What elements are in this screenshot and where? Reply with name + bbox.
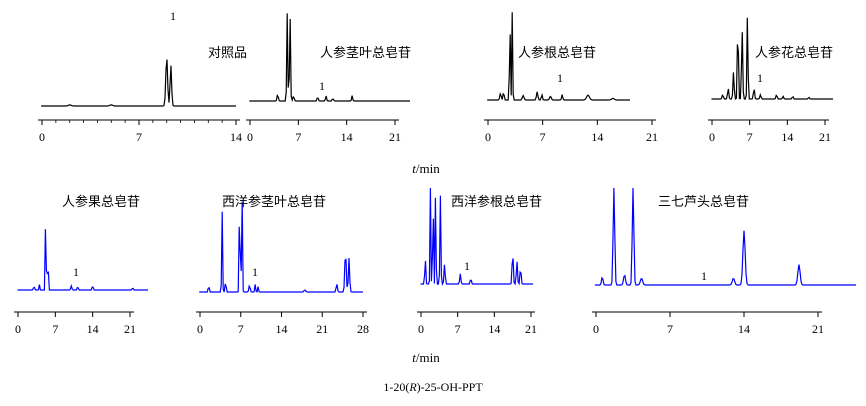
x-tick-label: 21 xyxy=(819,130,831,144)
sample-label: 西洋参茎叶总皂苷 xyxy=(222,194,326,210)
sample-label: 人参果总皂苷 xyxy=(62,194,140,210)
chromatogram-trace xyxy=(17,229,148,291)
peak-label: 1 xyxy=(557,71,563,85)
x-tick-label: 21 xyxy=(316,322,328,336)
peak-label: 1 xyxy=(73,265,79,279)
peak-label: 1 xyxy=(252,265,258,279)
x-tick-label: 7 xyxy=(295,130,301,144)
sample-label: 三七芦头总皂苷 xyxy=(658,195,749,210)
chromatogram-trace xyxy=(249,13,410,103)
peak-label: 1 xyxy=(319,79,325,93)
chromatogram-panel-2: 0 7 14 21 1 人参茎叶总皂苷 xyxy=(246,13,411,144)
chromatogram-panel-3: 0 7 14 21 1 人参根总皂苷 xyxy=(484,12,658,144)
sample-label: 人参花总皂苷 xyxy=(755,45,833,61)
peak-label: 1 xyxy=(701,269,707,283)
x-tick-label: 14 xyxy=(87,322,99,336)
chromatogram-trace xyxy=(487,12,630,101)
x-tick-label: 14 xyxy=(591,130,603,144)
x-tick-label: 14 xyxy=(738,322,750,336)
sample-label: 西洋参根总皂苷 xyxy=(451,194,542,210)
x-tick-label: 7 xyxy=(747,130,753,144)
sample-label: 人参根总皂苷 xyxy=(518,45,596,61)
x-tick-label: 0 xyxy=(593,322,599,336)
sample-label: 人参茎叶总皂苷 xyxy=(320,45,411,61)
chromatogram-panel-7: 0 7 14 21 1 西洋参根总皂苷 xyxy=(417,187,542,336)
x-tick-label: 14 xyxy=(341,130,353,144)
x-tick-label: 14 xyxy=(230,130,242,144)
x-tick-label: 14 xyxy=(488,322,500,336)
x-tick-label: 0 xyxy=(247,130,253,144)
x-tick-label: 21 xyxy=(124,322,136,336)
x-tick-label: 14 xyxy=(781,130,793,144)
chromatogram-panel-8: 0 7 14 21 1 三七芦头总皂苷 xyxy=(592,187,856,336)
chromatogram-trace xyxy=(711,17,833,100)
x-tick-label: 7 xyxy=(238,322,244,336)
x-tick-label: 0 xyxy=(485,130,491,144)
x-tick-label: 0 xyxy=(709,130,715,144)
chromatogram-trace xyxy=(594,187,856,286)
x-tick-label: 28 xyxy=(357,322,369,336)
x-tick-label: 0 xyxy=(39,130,45,144)
x-tick-label: 0 xyxy=(418,322,424,336)
peak-label: 1 xyxy=(464,259,470,273)
x-tick-label: 0 xyxy=(197,322,203,336)
chromatogram-trace xyxy=(41,59,236,107)
x-tick-label: 7 xyxy=(455,322,461,336)
chromatogram-trace xyxy=(199,201,363,293)
x-tick-label: 21 xyxy=(812,322,824,336)
x-axis-title-top: t/min xyxy=(412,161,440,176)
x-tick-label: 7 xyxy=(136,130,142,144)
x-tick-label: 21 xyxy=(646,130,658,144)
chromatogram-panel-5: 0 7 14 21 1 人参果总皂苷 xyxy=(14,194,148,336)
chromatogram-trace xyxy=(420,187,533,287)
x-tick-label: 0 xyxy=(15,322,21,336)
x-tick-label: 7 xyxy=(52,322,58,336)
peak-label: 1 xyxy=(170,9,176,23)
chromatogram-panel-4: 0 7 14 21 1 人参花总皂苷 xyxy=(708,17,833,144)
chromatogram-panel-6: 0 7 14 21 28 1 西洋参茎叶总皂苷 xyxy=(196,194,369,336)
x-tick-label: 21 xyxy=(389,130,401,144)
x-tick-label: 14 xyxy=(276,322,288,336)
x-tick-label: 21 xyxy=(525,322,537,336)
x-axis-title-bottom: t/min xyxy=(412,350,440,365)
x-tick-label: 7 xyxy=(540,130,546,144)
sample-label: 对照品 xyxy=(208,46,247,61)
figure-caption: 1-20(R)-25-OH-PPT xyxy=(383,380,483,394)
peak-label: 1 xyxy=(757,71,763,85)
chromatogram-panel-1: 0 7 14 1 对照品 xyxy=(38,9,247,144)
x-tick-label: 7 xyxy=(667,322,673,336)
